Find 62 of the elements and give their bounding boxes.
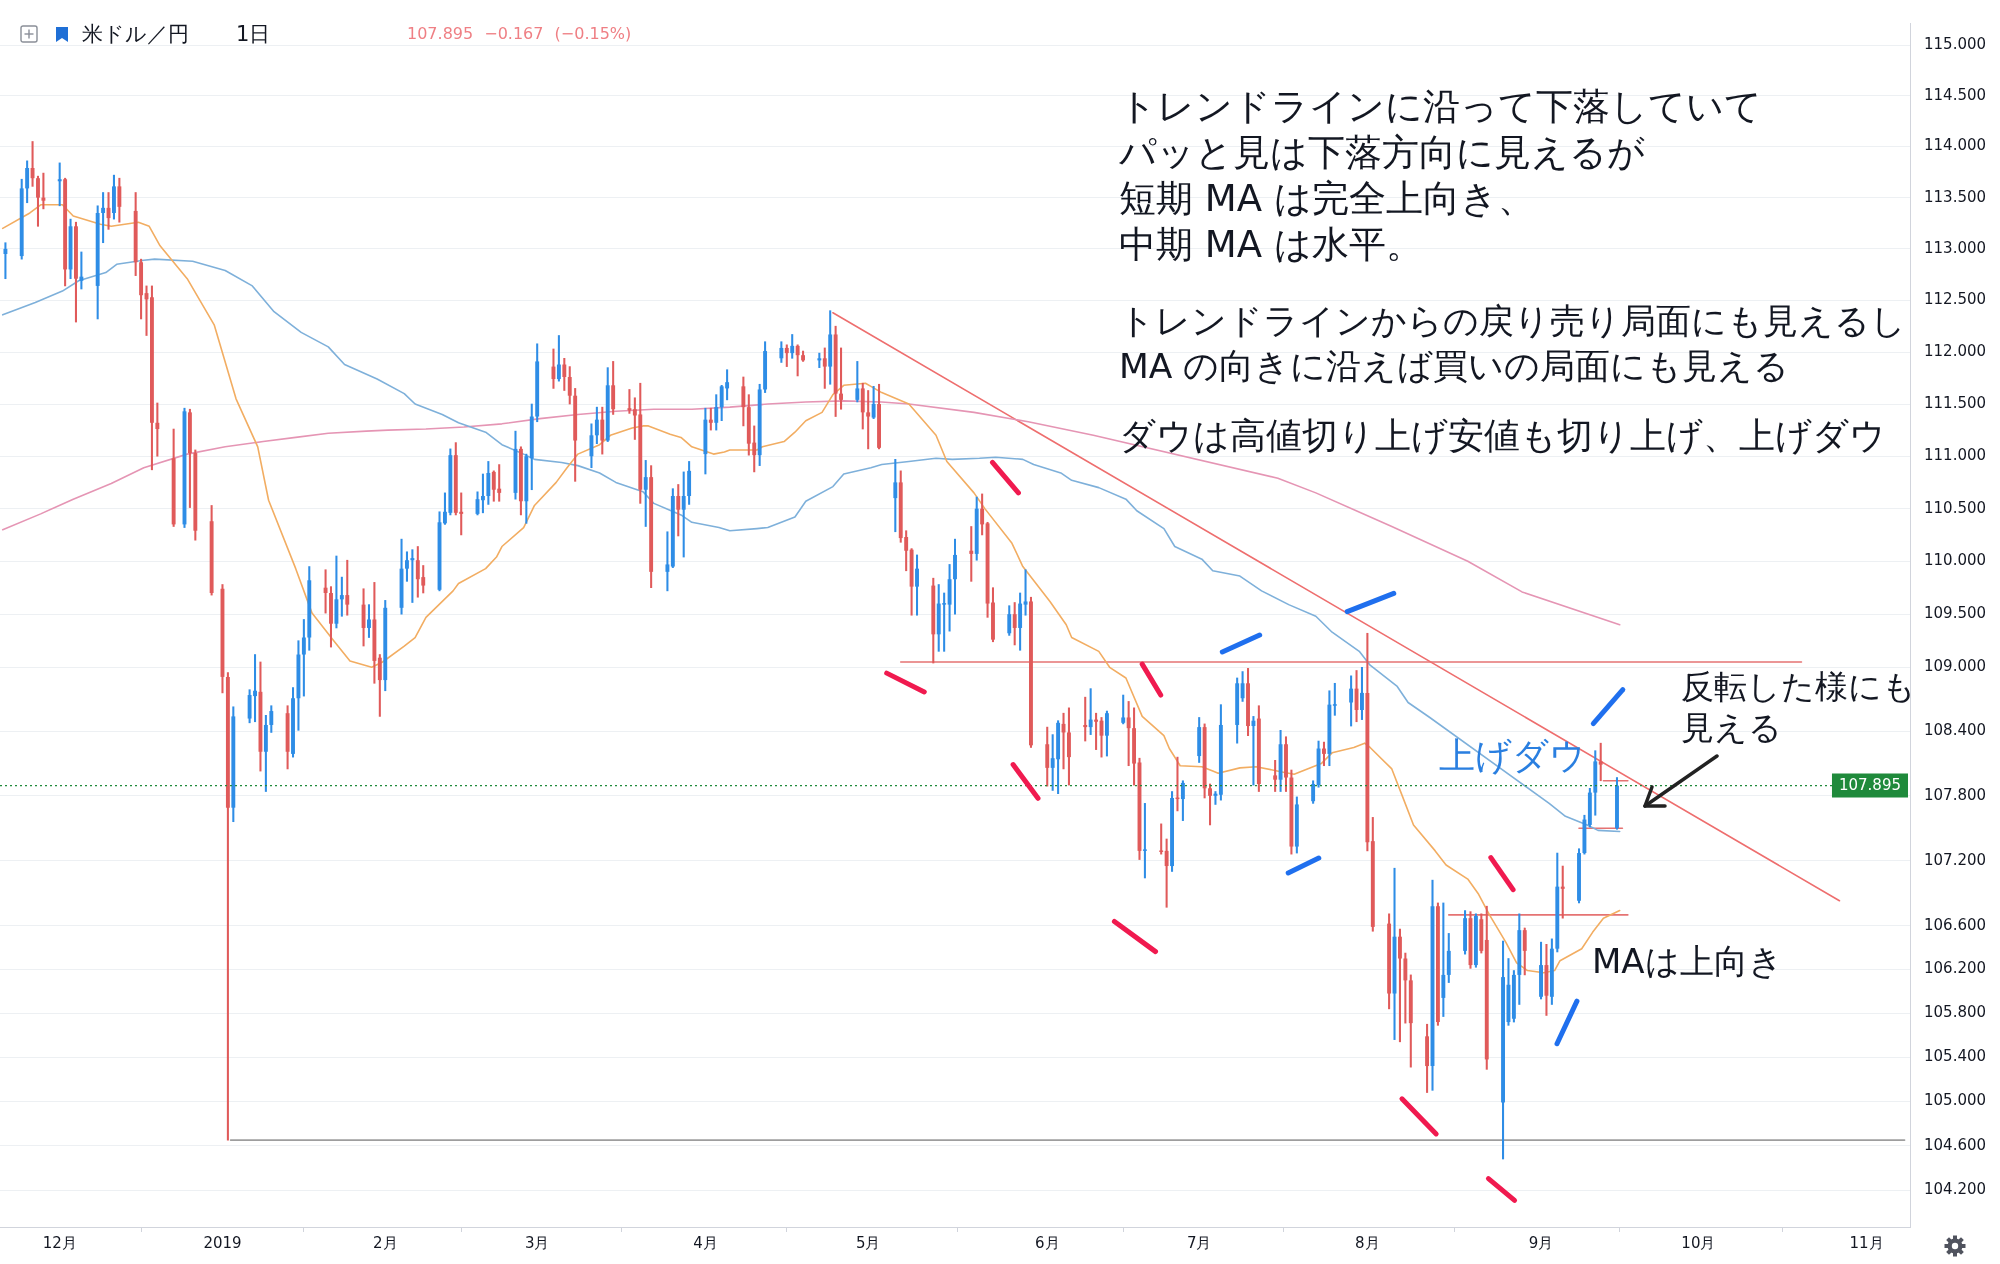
- y-tick-label: 111.000: [1924, 446, 1987, 465]
- y-tick-label: 106.200: [1924, 959, 1987, 978]
- candlestick: [1560, 865, 1565, 919]
- y-tick-label: 105.000: [1924, 1091, 1987, 1110]
- y-tick-label: 106.600: [1924, 915, 1987, 934]
- y-tick-label: 113.000: [1924, 238, 1987, 257]
- annotation: 上げダウ: [1439, 734, 1586, 778]
- annotation: 107.895 −0.167 (−0.15%): [407, 23, 632, 45]
- y-tick-label: 104.600: [1924, 1135, 1987, 1154]
- y-tick-label: 107.200: [1924, 850, 1987, 869]
- annotation: MAは上向き: [1592, 940, 1783, 982]
- candlestick: [953, 538, 957, 615]
- annotation: 見える: [1681, 707, 1782, 748]
- candlestick: [57, 162, 62, 207]
- y-tick-label: 114.500: [1924, 85, 1987, 104]
- annotation: MA の向きに沿えば買いの局面にも見える: [1119, 345, 1790, 388]
- candlestick: [410, 549, 415, 603]
- candlestick: [1023, 569, 1028, 616]
- candlestick: [1332, 682, 1337, 716]
- x-tick-label: 7月: [1186, 1233, 1212, 1252]
- y-tick-label: 115.000: [1924, 35, 1987, 54]
- x-tick-label: 4月: [693, 1233, 718, 1252]
- ref-line-label: 107.895: [1838, 776, 1901, 795]
- candlestick: [969, 526, 974, 582]
- chart-title: 米ドル／円: [82, 21, 189, 47]
- y-tick-label: 107.800: [1924, 785, 1987, 804]
- x-tick-label: 8月: [1355, 1233, 1380, 1252]
- x-tick-label: 10月: [1681, 1233, 1716, 1252]
- candlestick: [1251, 716, 1256, 786]
- x-tick-label: 11月: [1849, 1233, 1884, 1252]
- annotation: 短期 MA は完全上向き、: [1119, 176, 1535, 222]
- x-tick-label: 2019: [203, 1233, 242, 1252]
- annotation: 中期 MA は水平。: [1119, 222, 1423, 268]
- x-tick-label: 6月: [1034, 1233, 1060, 1252]
- y-tick-label: 105.800: [1924, 1003, 1987, 1022]
- y-tick-label: 112.000: [1924, 341, 1987, 360]
- y-tick-label: 104.200: [1924, 1180, 1987, 1199]
- y-tick-label: 109.500: [1924, 604, 1987, 623]
- annotation: ダウは高値切り上げ安値も切り上げ、上げダウ: [1119, 414, 1886, 458]
- y-tick-label: 112.500: [1924, 290, 1987, 309]
- x-tick-label: 3月: [524, 1233, 550, 1252]
- candlestick: [1094, 712, 1099, 750]
- y-tick-label: 109.000: [1924, 657, 1987, 676]
- y-tick-label: 113.500: [1924, 187, 1987, 206]
- annotation: トレンドラインからの戻り売り局面にも見えるし: [1119, 300, 1906, 343]
- candlestick: [1083, 696, 1088, 742]
- x-tick-label: 9月: [1528, 1233, 1554, 1252]
- chart-subtitle: 1日: [236, 21, 271, 47]
- annotation: トレンドラインに沿って下落していて: [1119, 84, 1762, 130]
- y-tick-label: 110.500: [1924, 498, 1987, 517]
- candlestick: [1142, 803, 1147, 879]
- y-tick-label: 114.000: [1924, 136, 1987, 155]
- y-tick-label: 110.000: [1924, 551, 1987, 570]
- x-tick-label: 2月: [372, 1233, 398, 1252]
- y-tick-label: 111.500: [1924, 393, 1987, 412]
- y-tick-label: 108.400: [1924, 721, 1987, 740]
- y-tick-label: 105.400: [1924, 1047, 1987, 1066]
- annotation: パッと見は下落方向に見えるが: [1119, 130, 1645, 176]
- annotation: 反転した様にも: [1681, 666, 1916, 707]
- x-tick-label: 12月: [42, 1233, 77, 1252]
- candlestick: [627, 389, 632, 414]
- x-tick-label: 5月: [855, 1233, 881, 1252]
